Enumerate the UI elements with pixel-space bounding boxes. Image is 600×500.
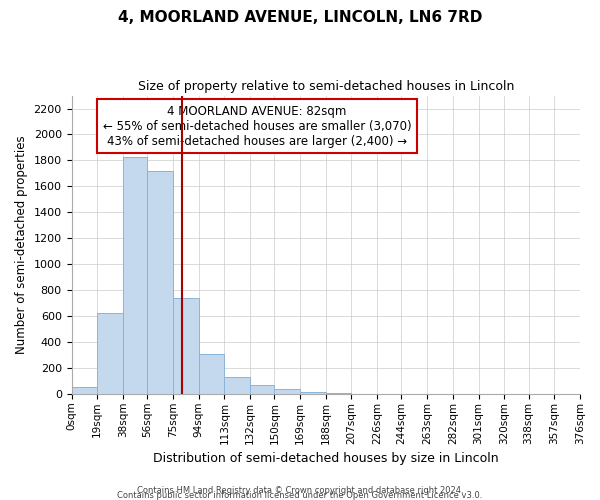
Text: Contains public sector information licensed under the Open Government Licence v3: Contains public sector information licen… [118,490,482,500]
Bar [97,313,123,394]
Text: 4, MOORLAND AVENUE, LINCOLN, LN6 7RD: 4, MOORLAND AVENUE, LINCOLN, LN6 7RD [118,10,482,25]
Title: Size of property relative to semi-detached houses in Lincoln: Size of property relative to semi-detach… [137,80,514,93]
Bar [274,388,300,394]
Bar [224,377,250,394]
Bar [71,387,97,394]
Bar [199,354,224,394]
X-axis label: Distribution of semi-detached houses by size in Lincoln: Distribution of semi-detached houses by … [153,452,499,465]
Y-axis label: Number of semi-detached properties: Number of semi-detached properties [15,136,28,354]
Text: 4 MOORLAND AVENUE: 82sqm
← 55% of semi-detached houses are smaller (3,070)
43% o: 4 MOORLAND AVENUE: 82sqm ← 55% of semi-d… [103,104,412,148]
Bar [173,298,199,394]
Bar [300,392,326,394]
Bar [250,386,274,394]
Bar [147,171,173,394]
Bar [123,156,147,394]
Text: Contains HM Land Registry data © Crown copyright and database right 2024.: Contains HM Land Registry data © Crown c… [137,486,463,495]
